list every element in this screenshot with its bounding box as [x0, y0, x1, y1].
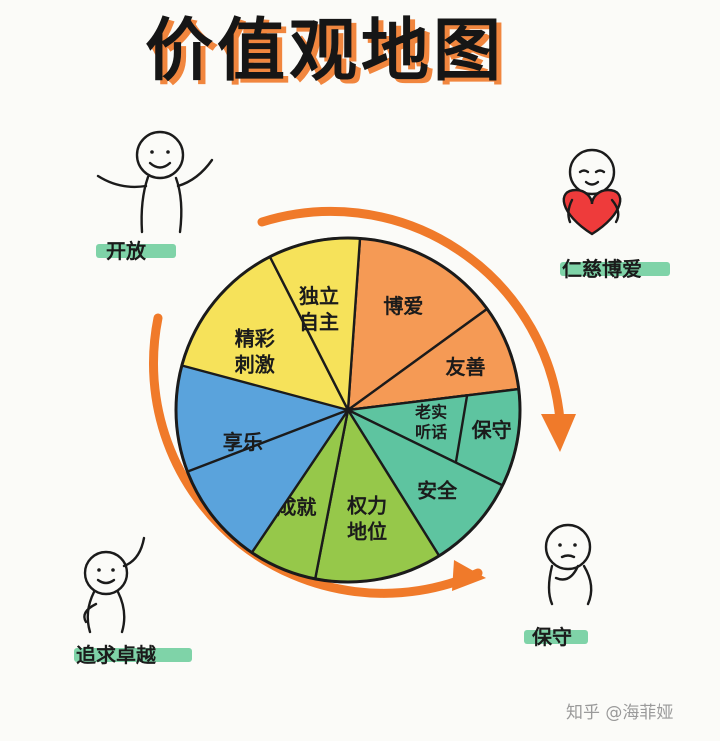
figure-open: 开放	[96, 130, 214, 263]
wheel-label-line: 老实	[414, 403, 447, 422]
quadrant-label-excellence: 追求卓越	[76, 643, 157, 667]
figure-excellence-body-right	[116, 590, 126, 634]
wheel-label-line: 自主	[299, 310, 339, 334]
wheel-label-line: 独立	[299, 284, 339, 308]
wheel-rim	[174, 236, 522, 584]
quadrant-label-conservative: 保守	[531, 625, 572, 649]
wheel-label-line: 刺激	[235, 353, 275, 377]
title-group: 价值观地图 价值观地图	[145, 12, 510, 95]
closed-eye-icon	[594, 169, 606, 174]
smile-icon	[148, 161, 172, 169]
figure-benevolence-head	[568, 148, 616, 196]
figure-open-right-arm	[176, 158, 214, 188]
eye-icon	[166, 150, 170, 154]
wheel-label-shanliang: 友善	[445, 355, 485, 379]
figure-conservative-head	[544, 523, 592, 571]
page-title-shadow: 价值观地图	[150, 16, 510, 95]
watermark: 知乎 @海菲娅	[566, 703, 673, 723]
figure-conservative-hand	[554, 564, 580, 581]
top-arrow-head	[541, 414, 576, 452]
wheel-label-line: 权力	[346, 493, 387, 517]
label-highlight	[74, 648, 192, 662]
wheel-label-line: 保守	[471, 418, 512, 442]
figure-open-head	[135, 130, 185, 180]
figure-excellence-raised-arm	[122, 536, 146, 568]
wheel-label-line: 安全	[417, 478, 458, 502]
label-highlight	[524, 630, 588, 644]
figure-excellence-arm	[83, 602, 98, 624]
wheel-label-line: 博爱	[383, 294, 423, 318]
smile-icon	[584, 180, 600, 186]
wheel-label-xiangle: 享乐	[223, 430, 263, 454]
wheel-label-line: 友善	[445, 355, 485, 379]
quadrant-label-open: 开放	[106, 239, 147, 263]
figure-conservative: 保守	[524, 523, 593, 649]
closed-eye-icon	[578, 169, 590, 174]
page-title: 价值观地图	[145, 12, 505, 91]
figure-conservative-body-right	[582, 564, 593, 606]
wheel-label-line: 精彩	[235, 327, 275, 351]
eye-icon	[97, 568, 101, 572]
eye-icon	[558, 543, 562, 547]
wheel-label-line: 地位	[347, 519, 387, 543]
eye-icon	[111, 568, 115, 572]
eye-icon	[150, 150, 154, 154]
figure-excellence-body	[86, 590, 96, 634]
quadrant-label-benevolence: 仁慈博爱	[562, 257, 642, 281]
wheel-label-quanli: 权力地位	[346, 493, 387, 543]
wheel-label-line: 享乐	[223, 430, 263, 454]
wheel-segment-xiangle-ext	[176, 365, 348, 472]
wheel-label-boai: 博爱	[383, 294, 423, 318]
wheel-label-duli: 独立自主	[299, 284, 339, 334]
top-arc-arrow	[257, 206, 565, 425]
label-highlight	[96, 244, 176, 258]
label-highlight	[560, 262, 670, 276]
smile-icon	[96, 578, 116, 585]
figure-conservative-body	[547, 564, 554, 606]
wheel-label-line: 听话	[415, 423, 447, 442]
wheel-label-anquan: 安全	[417, 478, 458, 502]
bottom-arrow-head	[452, 560, 486, 591]
figure-excellence: 追求卓越	[74, 536, 192, 667]
figure-open-left-arm	[96, 174, 148, 189]
figure-open-body-right	[174, 176, 183, 234]
mouth-icon	[560, 554, 576, 559]
figure-excellence-head	[83, 550, 129, 596]
wheel-label-laoshi: 老实听话	[414, 403, 447, 442]
figure-open-body	[140, 175, 150, 234]
figure-benevolence: 仁慈博爱	[560, 148, 670, 281]
heart-icon	[562, 188, 622, 236]
figure-benevolence-arm-right	[610, 198, 620, 224]
wheel-label-baoshou: 保守	[471, 418, 512, 442]
eye-icon	[573, 543, 577, 547]
figure-benevolence-arm	[567, 198, 574, 224]
wheel-label-jingcai: 精彩刺激	[235, 327, 275, 377]
